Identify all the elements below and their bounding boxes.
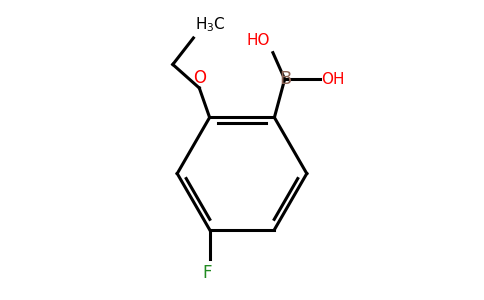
Text: F: F [202,263,212,281]
Text: B: B [279,70,291,88]
Text: H$_3$C: H$_3$C [195,16,226,34]
Text: O: O [193,68,206,86]
Text: HO: HO [246,33,270,48]
Text: OH: OH [321,72,345,87]
